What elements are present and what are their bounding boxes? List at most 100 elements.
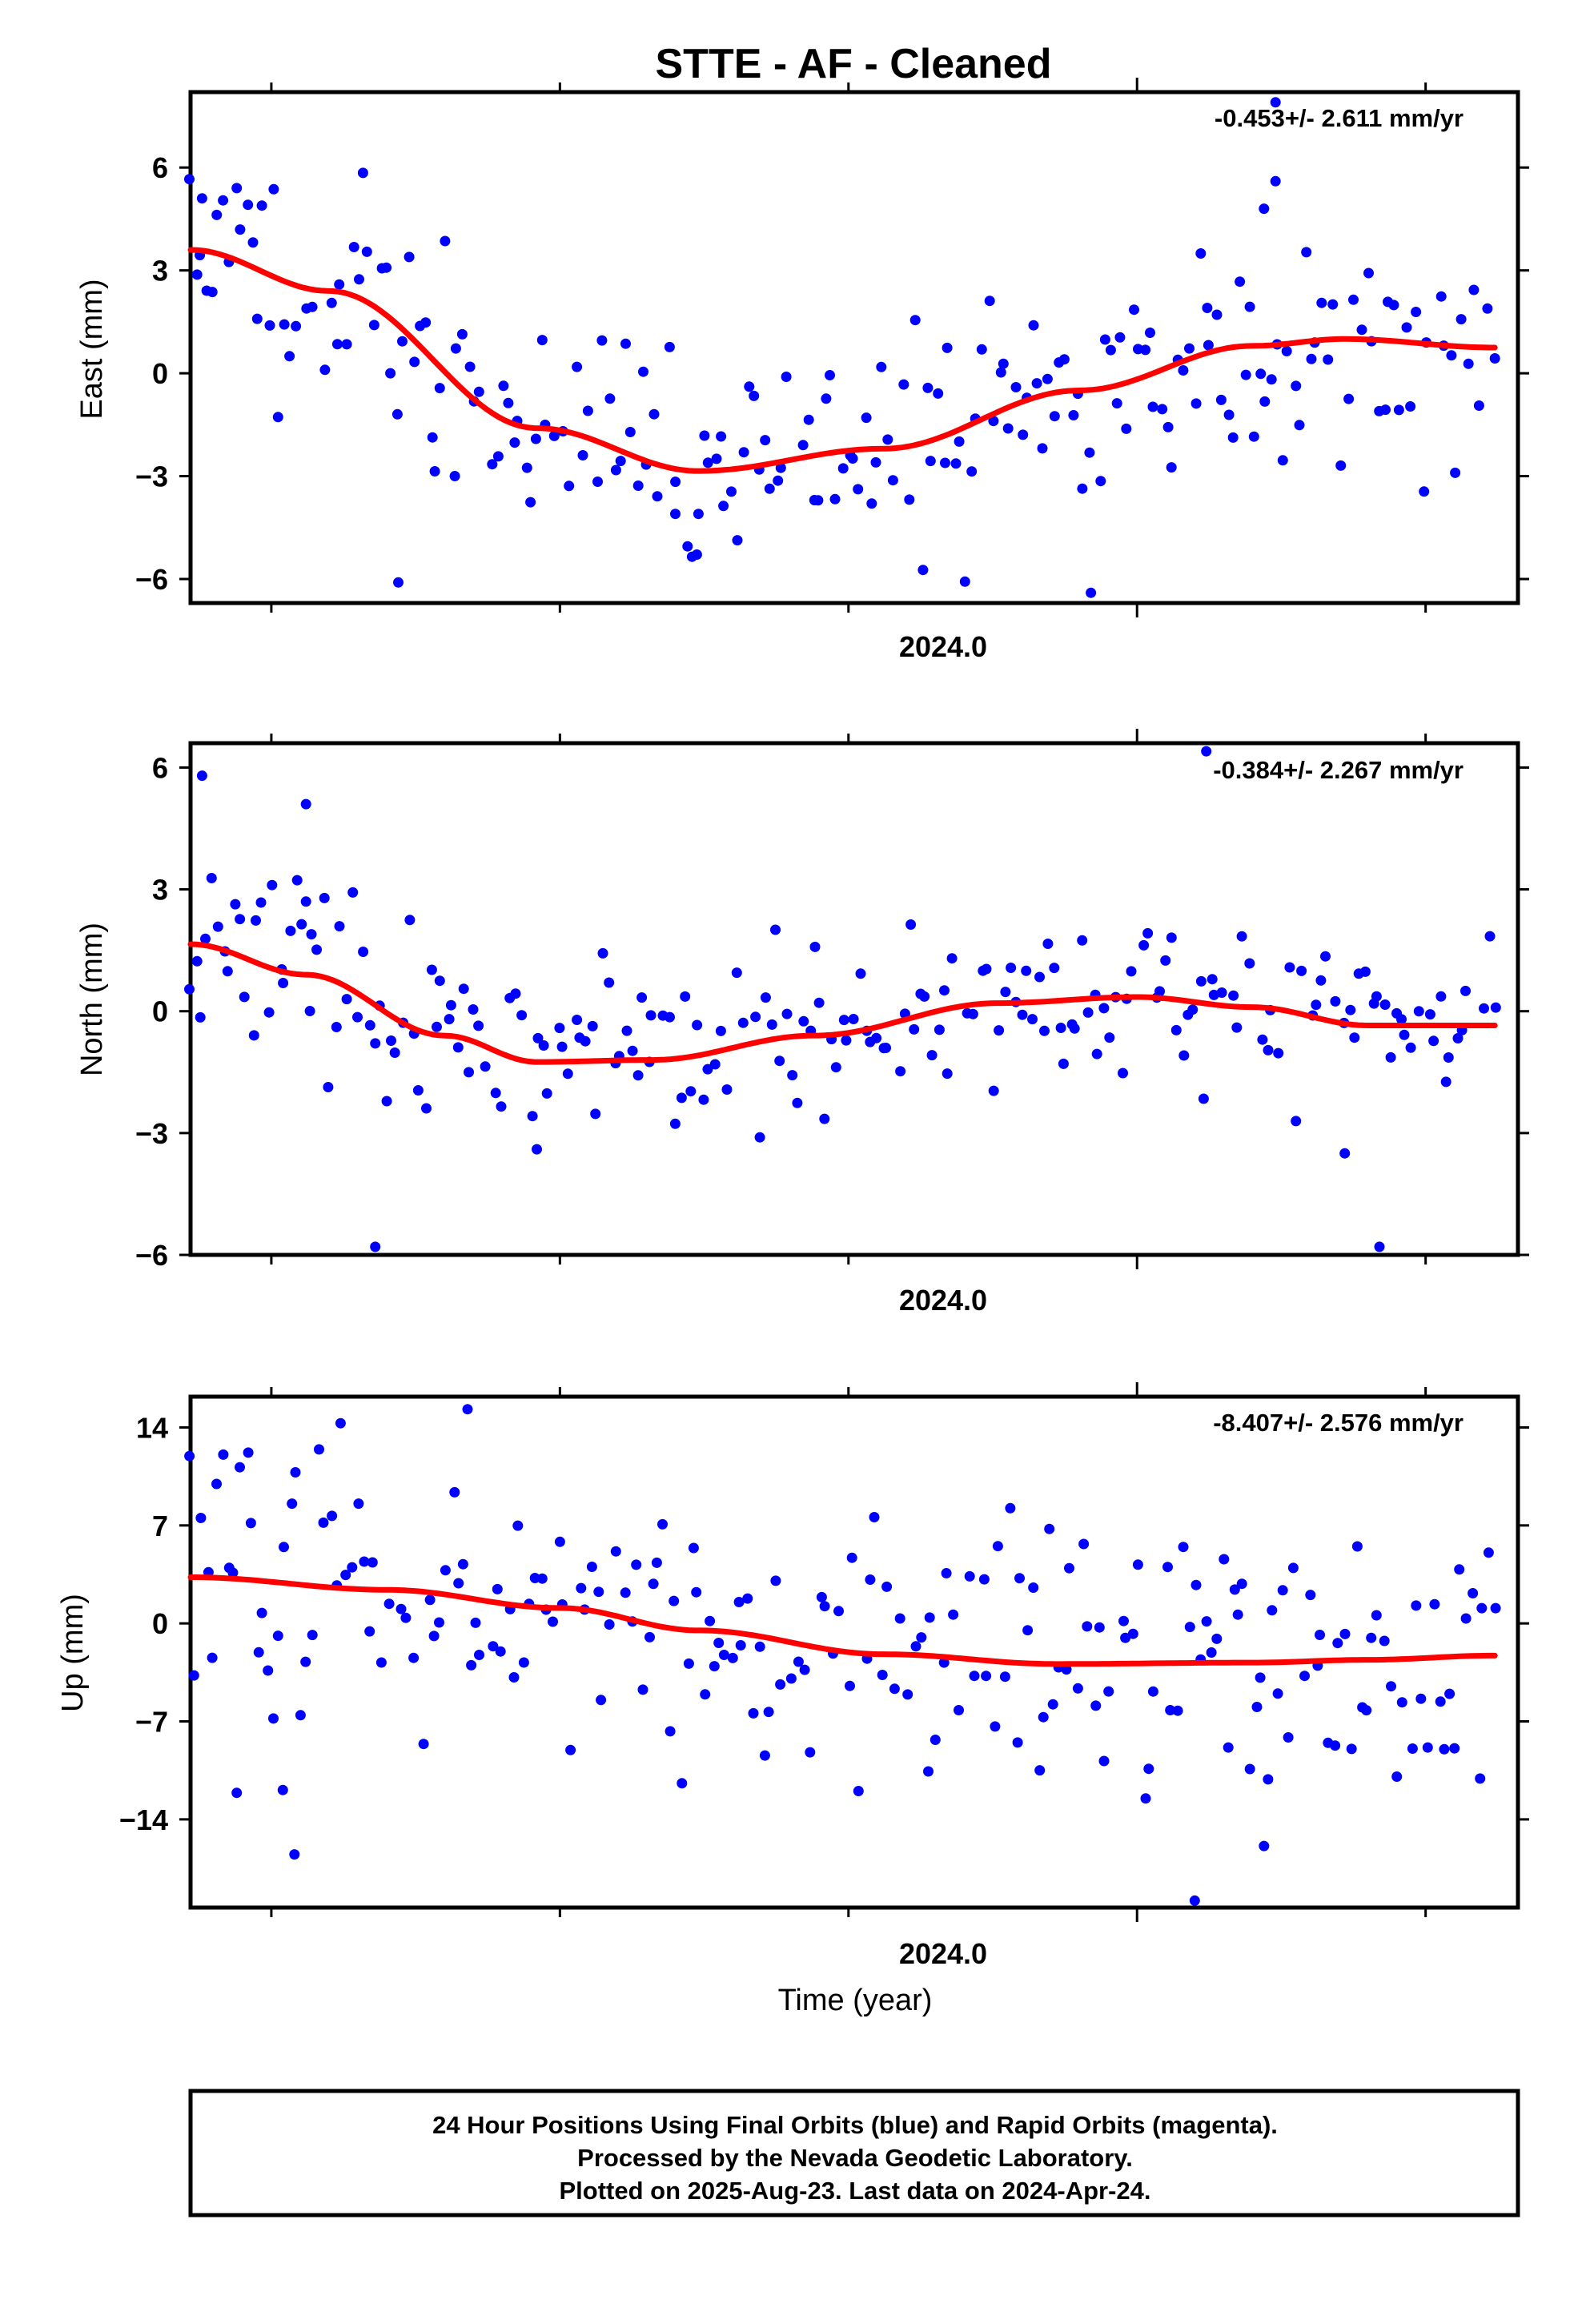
- footer-box: 24 Hour Positions Using Final Orbits (bl…: [188, 2089, 1520, 2217]
- panel-up-point: [400, 1612, 412, 1623]
- panel-up-point: [474, 1650, 484, 1660]
- panel-east-point: [615, 456, 626, 467]
- panel-up-point: [586, 1562, 597, 1572]
- panel-north-point: [1460, 985, 1471, 996]
- panel-north-point: [490, 1088, 501, 1099]
- panel-east-point: [749, 390, 760, 401]
- panel-north-point: [881, 1043, 891, 1053]
- panel-east-point: [1456, 314, 1467, 325]
- panel-up-point: [307, 1630, 318, 1641]
- panel-north-point: [781, 1008, 793, 1019]
- panel-east-ytick-label: 3: [152, 255, 168, 287]
- panel-up-point: [277, 1784, 288, 1795]
- panel-north-point: [1228, 990, 1239, 1001]
- panel-up-point: [279, 1542, 289, 1553]
- panel-east-point: [450, 343, 461, 354]
- panel-north-point: [195, 1011, 206, 1023]
- panel-up-point: [930, 1735, 941, 1745]
- footer-line-3: Plotted on 2025-Aug-23. Last data on 202…: [559, 2177, 1150, 2205]
- panel-east-point: [632, 480, 644, 491]
- panel-north-point: [267, 879, 278, 891]
- panel-north-point: [942, 1068, 953, 1080]
- panel-up-point: [1140, 1793, 1151, 1804]
- panel-north-point: [304, 1006, 315, 1016]
- panel-north-point: [680, 991, 691, 1002]
- panel-east-point: [391, 408, 403, 420]
- panel-east-point: [334, 279, 345, 290]
- panel-north-point: [1042, 939, 1054, 949]
- panel-east-point: [582, 405, 593, 416]
- panel-east-point: [1294, 420, 1305, 431]
- panel-north-point: [331, 1022, 342, 1032]
- panel-east-point: [711, 453, 722, 464]
- panel-up-point: [999, 1671, 1010, 1683]
- panel-up-point: [300, 1656, 311, 1667]
- panel-north-point: [1385, 1051, 1396, 1063]
- panel-east-point: [1388, 300, 1399, 311]
- panel-north-point: [352, 1011, 363, 1023]
- panel-north-point: [468, 1004, 479, 1015]
- panel-north-point: [1435, 991, 1447, 1002]
- panel-north-point: [222, 966, 233, 977]
- panel-east-point: [1270, 175, 1281, 187]
- panel-up-point: [1132, 1559, 1143, 1570]
- panel-up-point: [1330, 1740, 1341, 1751]
- panel-up-point: [881, 1581, 893, 1592]
- panel-north-point: [750, 1011, 761, 1023]
- panel-east-point: [1223, 409, 1235, 420]
- panel-north-point: [364, 1019, 375, 1031]
- panel-up-point: [1219, 1554, 1230, 1565]
- panel-up-point: [243, 1447, 254, 1458]
- panel-east-point: [1401, 322, 1412, 333]
- panel-up-point: [1435, 1696, 1446, 1707]
- panel-north-point: [300, 896, 311, 907]
- panel-up-point: [805, 1747, 816, 1758]
- panel-up-point: [1005, 1502, 1016, 1514]
- panel-north-point: [556, 1041, 568, 1052]
- panel-east-point: [1099, 334, 1110, 345]
- panel-east-point: [521, 462, 532, 473]
- panel-up-point: [188, 1670, 199, 1681]
- panel-east-point: [207, 287, 218, 298]
- footer-line-1: 24 Hour Positions Using Final Orbits (bl…: [432, 2111, 1278, 2139]
- panel-north-point: [1058, 1058, 1069, 1069]
- panel-east-point: [744, 381, 755, 392]
- panel-north-point: [239, 991, 250, 1003]
- panel-north-point: [934, 1024, 945, 1035]
- panel-up-point: [763, 1707, 774, 1718]
- panel-north-point: [1207, 974, 1218, 985]
- panel-east-point: [716, 431, 727, 442]
- panel-north-point: [627, 1045, 638, 1056]
- panel-up-point: [353, 1498, 364, 1510]
- panel-up-point: [793, 1656, 804, 1667]
- panel-north-ytick-label: −3: [135, 1117, 168, 1150]
- panel-east-point: [940, 457, 950, 468]
- panel-up-point: [620, 1587, 631, 1598]
- panel-north-point: [191, 955, 203, 967]
- panel-up-point: [253, 1647, 264, 1658]
- panel-north-point: [1142, 927, 1154, 939]
- panel-up-point: [1012, 1737, 1023, 1748]
- panel-east-point: [693, 509, 704, 520]
- panel-north-point: [698, 1094, 709, 1105]
- panel-north-point: [981, 963, 992, 975]
- panel-east-axes: 6 3 0 −3 −6: [135, 78, 1529, 617]
- panel-up-point: [1178, 1542, 1189, 1553]
- panel-up-point: [457, 1558, 468, 1570]
- panel-up-point: [1082, 1621, 1093, 1632]
- panel-north-point: [621, 1025, 632, 1036]
- panel-north-rate: -0.384+/- 2.267 mm/yr: [1213, 756, 1464, 784]
- panel-east-point: [1393, 404, 1404, 416]
- panel-up-point: [644, 1631, 655, 1642]
- panel-east-point: [404, 251, 415, 263]
- panel-north-point: [386, 1035, 396, 1046]
- panel-north-point: [554, 1023, 565, 1034]
- panel-up-point: [713, 1638, 725, 1648]
- panel-east-point: [1211, 309, 1223, 320]
- panel-east-point: [427, 432, 438, 443]
- panel-east-point: [503, 397, 514, 408]
- panel-east-point: [1031, 378, 1042, 389]
- panel-north-point: [939, 985, 950, 996]
- panel-east-point: [1157, 404, 1168, 415]
- panel-up-point: [576, 1582, 587, 1594]
